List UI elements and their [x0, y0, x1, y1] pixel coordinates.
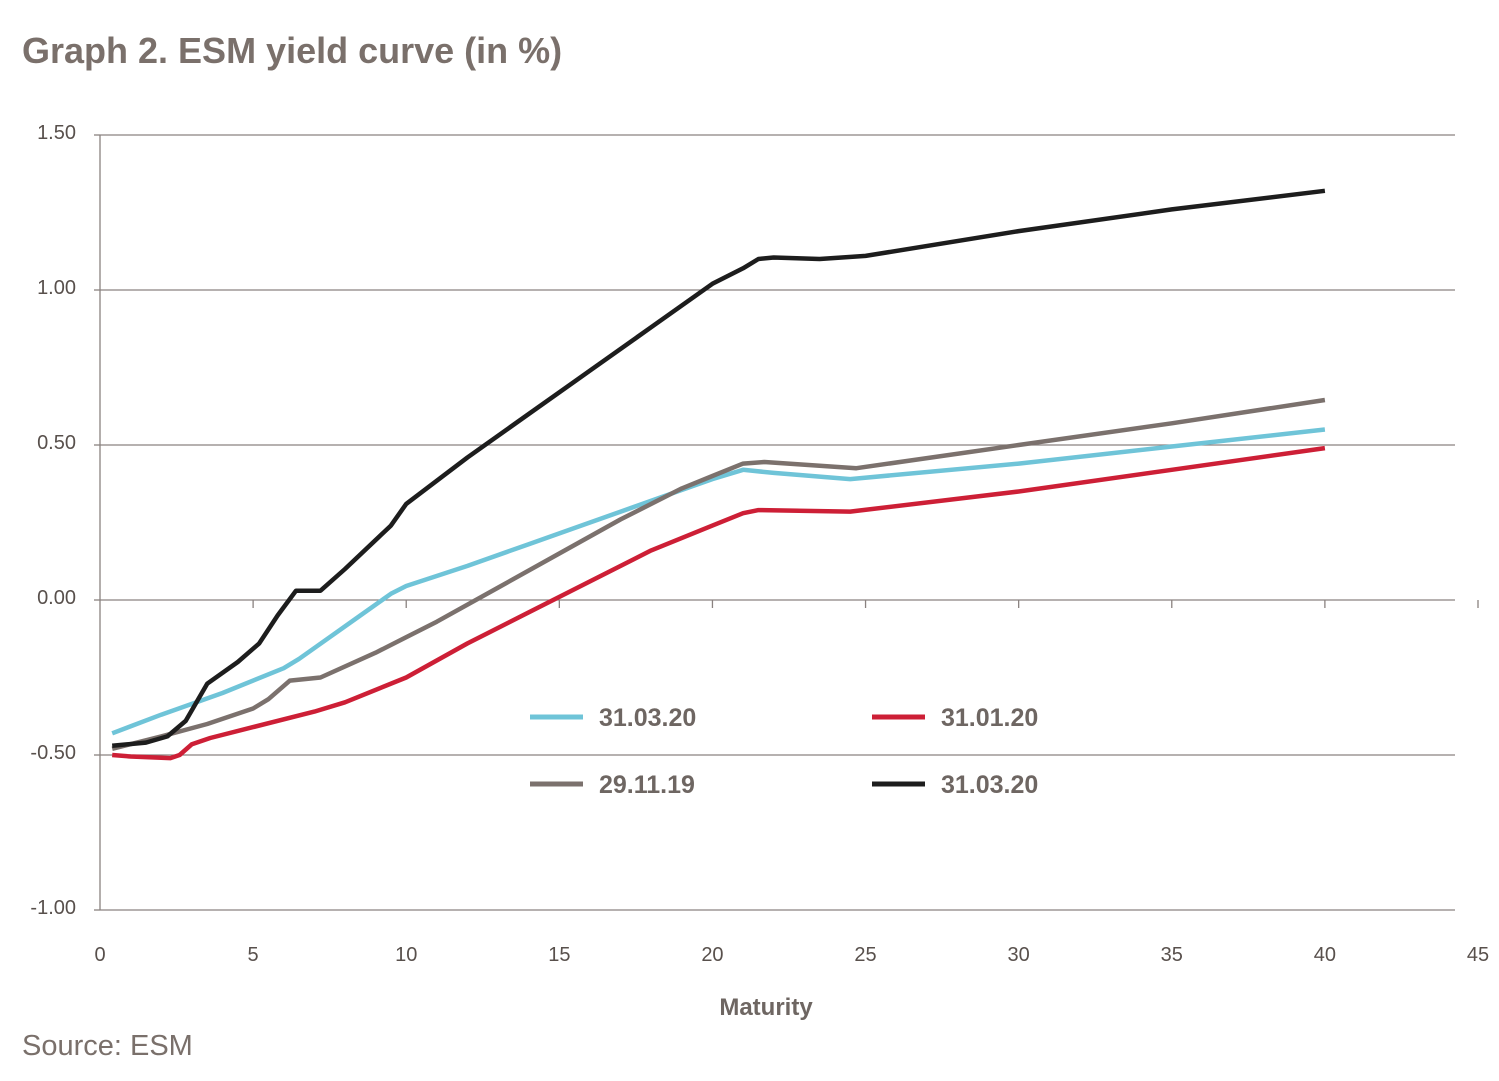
x-tick-label: 30 — [1008, 944, 1030, 966]
series-line-3 — [111, 397, 1326, 751]
x-tick-label: 35 — [1161, 944, 1183, 966]
chart-title: Graph 2. ESM yield curve (in %) — [22, 30, 563, 71]
legend-label-2: 31.01.20 — [941, 704, 1038, 732]
source-note: Source: ESM — [22, 1030, 193, 1062]
x-tick-label: 0 — [94, 944, 105, 966]
series-line-1 — [111, 427, 1326, 736]
legend-label-4: 31.03.20 — [941, 771, 1038, 799]
x-tick-label: 40 — [1314, 944, 1336, 966]
legend-label-1: 31.03.20 — [599, 704, 696, 732]
x-tick-label: 45 — [1467, 944, 1489, 966]
y-tick-label: 1.50 — [37, 122, 76, 144]
y-tick-label: -0.50 — [30, 742, 76, 764]
x-tick-label: 5 — [248, 944, 259, 966]
legend: 31.03.20 31.01.20 29.11.19 31.03.20 — [530, 704, 1038, 799]
legend-label-3: 29.11.19 — [599, 771, 695, 799]
series-lines — [111, 188, 1326, 761]
x-tick-label: 20 — [701, 944, 723, 966]
axes: 1.50 1.00 0.50 0.00 -0.50 -1.00 0 5 10 15 20 25 30 35… — [30, 122, 1489, 966]
x-tick-label: 25 — [854, 944, 876, 966]
x-axis-title: Maturity — [719, 994, 813, 1021]
series-line-4 — [111, 188, 1326, 748]
gridlines — [100, 134, 1455, 911]
y-tick-label: 1.00 — [37, 277, 76, 299]
y-tick-label: -1.00 — [30, 897, 76, 919]
y-tick-label: 0.00 — [37, 587, 76, 609]
x-tick-label: 15 — [548, 944, 570, 966]
y-tick-label: 0.50 — [37, 432, 76, 454]
x-tick-label: 10 — [395, 944, 417, 966]
series-line-2 — [112, 445, 1326, 761]
